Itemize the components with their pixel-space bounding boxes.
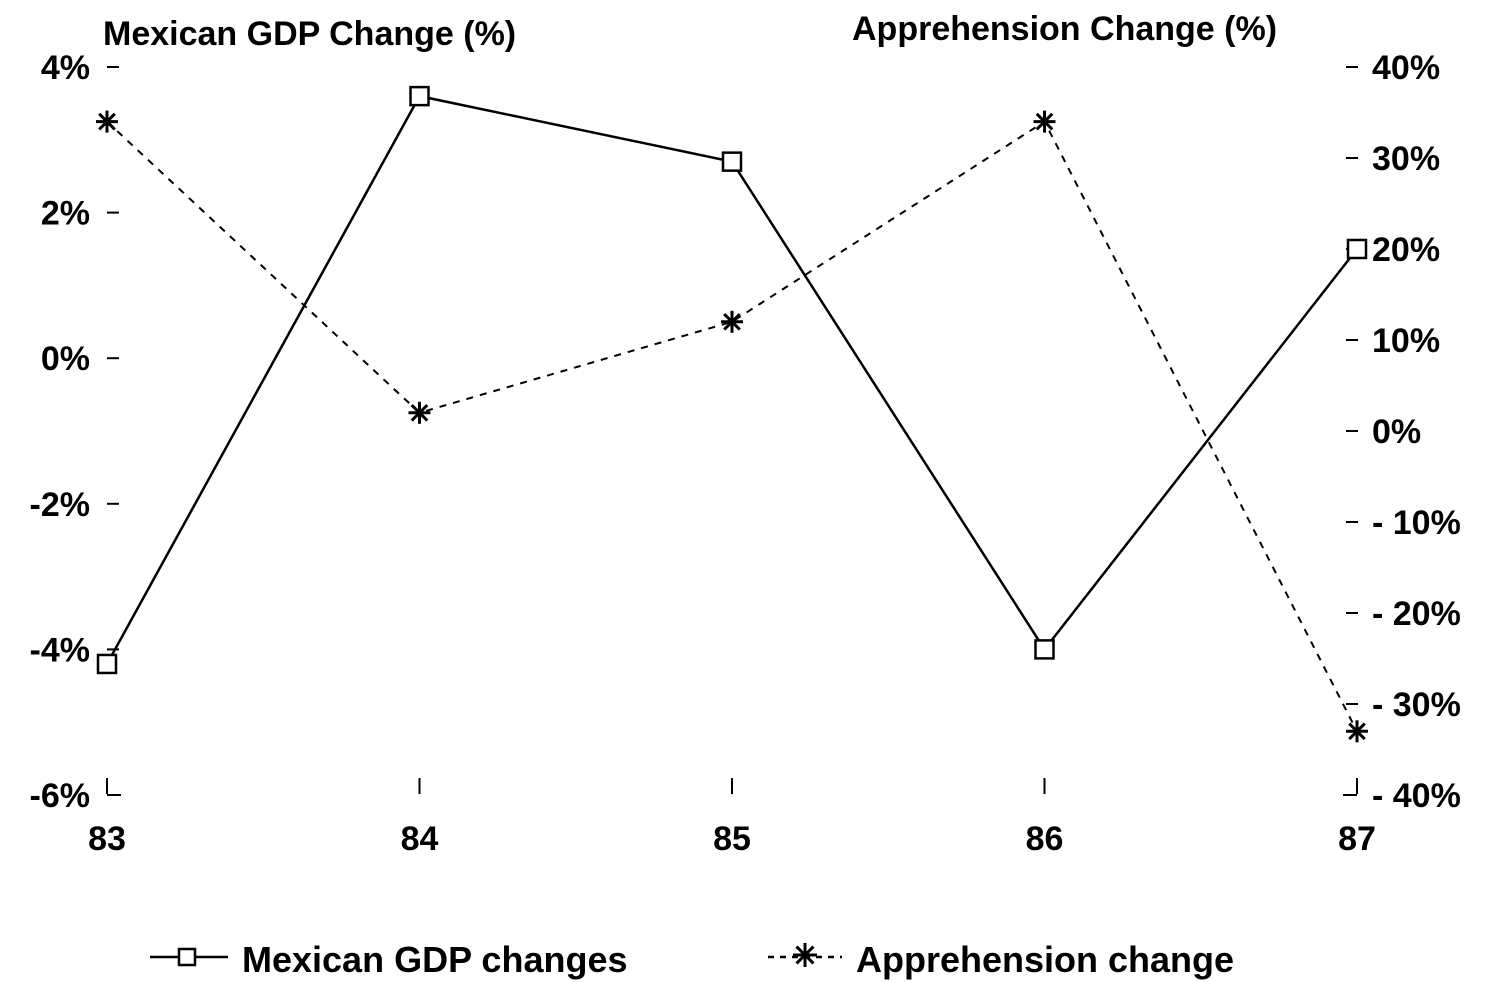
left-tick-label: -2% <box>30 486 90 524</box>
apprehension-point <box>1033 110 1056 133</box>
right-tick-label: - 10% <box>1372 504 1461 542</box>
right-axis-title: Apprehension Change (%) <box>852 10 1277 48</box>
right-tick-label: - 20% <box>1372 595 1461 633</box>
right-tick-label: - 30% <box>1372 686 1461 724</box>
right-tick-label: 10% <box>1372 322 1440 360</box>
x-tick-label: 83 <box>88 820 126 858</box>
gdp-point <box>409 85 430 107</box>
x-tick-label: 84 <box>401 820 439 858</box>
apprehension-point <box>96 110 118 133</box>
legend-square-marker-icon <box>177 947 197 967</box>
gdp-series-line <box>105 94 1358 665</box>
apprehension-point <box>721 310 743 333</box>
apprehension-series-line <box>106 120 1358 732</box>
legend-item-gdp: Mexican GDP changes <box>150 939 628 980</box>
x-axis: 83 84 85 86 87 <box>88 778 1376 858</box>
legend-apprehension-label: Apprehension change <box>856 939 1234 980</box>
left-tick-label: 4% <box>41 49 90 87</box>
legend-asterisk-marker-icon <box>793 943 817 967</box>
apprehension-point <box>408 401 431 424</box>
right-tick-label: 40% <box>1372 49 1440 87</box>
right-axis: 40% 30% 20% 10% 0% - 10% - 20% - 30% - 40% <box>1346 49 1461 815</box>
legend-gdp-label: Mexican GDP changes <box>242 939 628 980</box>
apprehension-point <box>1346 720 1368 743</box>
left-axis-title: Mexican GDP Change (%) <box>103 15 516 53</box>
left-axis: 4% 2% 0% -2% -4% -6% <box>30 49 119 815</box>
x-tick-label: 87 <box>1338 820 1376 858</box>
series-apprehension <box>96 110 1368 743</box>
right-tick-label: 20% <box>1372 231 1440 269</box>
gdp-point <box>96 653 118 675</box>
x-tick-label: 85 <box>713 820 751 858</box>
left-tick-label: 2% <box>41 195 90 233</box>
legend-asterisk-shape <box>793 943 817 967</box>
gdp-point <box>1346 238 1368 260</box>
gdp-point <box>721 151 743 172</box>
right-tick-label: - 40% <box>1372 777 1461 815</box>
series-layer <box>96 85 1368 743</box>
x-tick-label: 86 <box>1026 820 1064 858</box>
gdp-point <box>1034 639 1055 660</box>
right-tick-label: 0% <box>1372 413 1421 451</box>
legend: Mexican GDP changes Apprehension change <box>150 939 1234 980</box>
left-tick-label: -4% <box>30 631 90 669</box>
left-tick-label: 0% <box>41 340 90 378</box>
left-tick-label: -6% <box>30 777 90 815</box>
right-tick-label: 30% <box>1372 140 1440 178</box>
legend-item-apprehension: Apprehension change <box>768 939 1234 980</box>
series-gdp <box>96 85 1368 675</box>
